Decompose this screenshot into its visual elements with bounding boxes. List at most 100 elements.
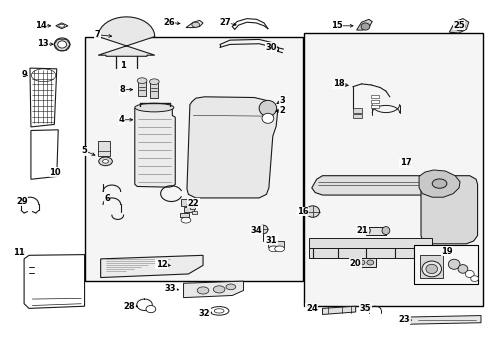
- Text: 22: 22: [187, 199, 199, 208]
- Bar: [366, 226, 385, 234]
- Text: 12: 12: [155, 260, 167, 269]
- Text: 16: 16: [297, 207, 308, 216]
- Bar: [267, 241, 283, 247]
- Polygon shape: [185, 21, 203, 28]
- Text: 10: 10: [49, 168, 61, 177]
- Ellipse shape: [470, 276, 478, 282]
- Polygon shape: [420, 176, 477, 244]
- Text: 13: 13: [37, 39, 48, 48]
- Bar: [370, 95, 378, 98]
- Bar: [304, 33, 483, 306]
- Polygon shape: [135, 105, 175, 187]
- Text: 9: 9: [21, 71, 27, 80]
- Text: 24: 24: [305, 304, 317, 313]
- Ellipse shape: [362, 226, 369, 234]
- Polygon shape: [322, 306, 355, 315]
- Polygon shape: [186, 97, 277, 198]
- Bar: [150, 82, 158, 98]
- Ellipse shape: [214, 309, 224, 313]
- Ellipse shape: [197, 287, 208, 294]
- Text: 6: 6: [104, 194, 110, 203]
- Bar: [189, 207, 194, 210]
- Ellipse shape: [305, 206, 319, 217]
- Polygon shape: [183, 281, 243, 298]
- Bar: [352, 114, 361, 118]
- Ellipse shape: [102, 159, 108, 163]
- Text: 34: 34: [250, 226, 262, 235]
- Ellipse shape: [58, 41, 66, 48]
- Text: 32: 32: [198, 309, 210, 318]
- Bar: [84, 37, 303, 281]
- Polygon shape: [98, 17, 155, 56]
- Text: 25: 25: [452, 21, 464, 30]
- Ellipse shape: [181, 217, 190, 223]
- Text: 28: 28: [123, 302, 135, 311]
- Text: 18: 18: [332, 80, 344, 89]
- Text: 2: 2: [279, 105, 285, 114]
- Ellipse shape: [54, 38, 70, 51]
- Polygon shape: [356, 19, 371, 30]
- Ellipse shape: [381, 226, 389, 234]
- Text: 27: 27: [219, 18, 230, 27]
- Text: 4: 4: [119, 115, 124, 124]
- Polygon shape: [409, 316, 480, 324]
- Ellipse shape: [258, 225, 267, 234]
- Text: 33: 33: [164, 284, 176, 293]
- Bar: [355, 258, 375, 267]
- Bar: [183, 207, 194, 212]
- Ellipse shape: [149, 79, 159, 85]
- Ellipse shape: [262, 113, 273, 123]
- Text: 14: 14: [35, 21, 46, 30]
- Polygon shape: [30, 68, 57, 127]
- Ellipse shape: [146, 306, 156, 313]
- Ellipse shape: [137, 78, 147, 84]
- Ellipse shape: [59, 24, 64, 27]
- Text: 19: 19: [440, 247, 452, 256]
- Polygon shape: [448, 19, 468, 33]
- Ellipse shape: [366, 260, 373, 265]
- Text: 17: 17: [399, 158, 410, 167]
- Ellipse shape: [213, 286, 224, 293]
- Bar: [352, 108, 361, 113]
- Text: 7: 7: [94, 30, 100, 39]
- Bar: [370, 100, 378, 103]
- Text: 1: 1: [120, 61, 125, 70]
- Text: 31: 31: [265, 236, 277, 245]
- Bar: [308, 248, 431, 258]
- Ellipse shape: [357, 260, 364, 265]
- Text: 30: 30: [265, 43, 277, 52]
- Polygon shape: [418, 170, 459, 197]
- Ellipse shape: [447, 259, 459, 269]
- Text: 20: 20: [349, 259, 361, 268]
- Ellipse shape: [454, 22, 464, 31]
- Ellipse shape: [259, 100, 276, 116]
- Text: 23: 23: [398, 315, 409, 324]
- Polygon shape: [31, 130, 58, 179]
- Polygon shape: [24, 255, 84, 309]
- Text: 5: 5: [81, 146, 87, 155]
- Ellipse shape: [135, 103, 173, 112]
- Ellipse shape: [225, 284, 235, 290]
- Text: 11: 11: [13, 248, 25, 257]
- Text: 3: 3: [279, 96, 285, 105]
- Ellipse shape: [268, 246, 278, 252]
- Bar: [138, 81, 146, 96]
- Ellipse shape: [431, 179, 446, 188]
- Polygon shape: [101, 255, 203, 278]
- Ellipse shape: [209, 307, 228, 315]
- Ellipse shape: [457, 265, 467, 273]
- Text: 21: 21: [356, 226, 367, 235]
- Ellipse shape: [274, 246, 284, 252]
- Text: 35: 35: [359, 304, 370, 313]
- Text: 8: 8: [120, 85, 125, 94]
- Bar: [181, 199, 195, 206]
- Text: 26: 26: [163, 18, 174, 27]
- Text: 29: 29: [16, 197, 28, 206]
- Ellipse shape: [99, 157, 112, 166]
- Ellipse shape: [360, 23, 369, 30]
- Ellipse shape: [421, 261, 441, 277]
- Bar: [370, 105, 378, 108]
- Ellipse shape: [465, 270, 473, 278]
- Bar: [98, 141, 110, 156]
- Bar: [419, 255, 443, 278]
